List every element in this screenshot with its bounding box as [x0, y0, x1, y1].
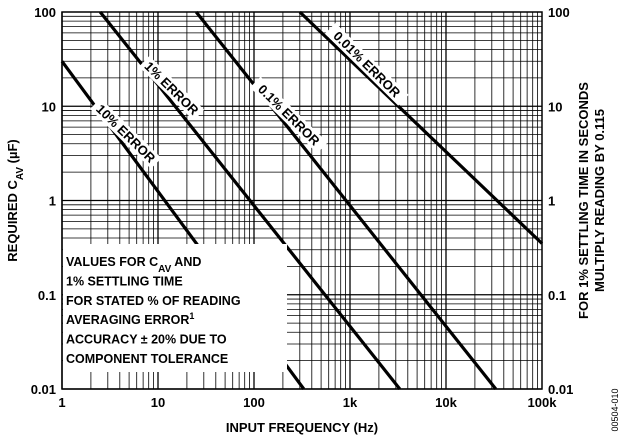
- y-axis-title-sub: AV: [15, 167, 26, 180]
- curve-label-text: 0.01% ERROR: [330, 28, 403, 100]
- y-tick-label: 0.01: [31, 382, 56, 397]
- y-axis-title-main: REQUIRED C: [5, 180, 20, 262]
- curve-label-text: 1% ERROR: [142, 59, 202, 119]
- annotation-text: AVERAGING ERROR: [66, 313, 189, 327]
- y2-axis-title-line-1: FOR 1% SETTLING TIME IN SECONDS: [576, 82, 591, 319]
- y-axis-title: REQUIRED CAV (µF): [5, 139, 26, 261]
- annotation-text: ACCURACY ± 20% DUE TO: [66, 333, 227, 347]
- y2-axis-title: FOR 1% SETTLING TIME IN SECONDS MULTIPLY…: [576, 82, 607, 319]
- curve-label-bg: [324, 23, 409, 106]
- annotation-text: 1% SETTLING TIME: [66, 274, 183, 288]
- annotation-text: VALUES FOR C: [66, 255, 158, 269]
- y2-tick-label: 1: [548, 194, 555, 209]
- x-tick-label: 10: [151, 395, 165, 410]
- annotation-line-2: 1% SETTLING TIME: [66, 274, 183, 288]
- y2-tick-label: 0.1: [548, 288, 566, 303]
- x-tick-labels: 1 10 100 1k 10k 100k: [58, 395, 557, 410]
- y-tick-labels: 100 10 1 0.1 0.01: [31, 5, 56, 397]
- series-line-0-1pct: [194, 11, 498, 390]
- y2-tick-label: 0.01: [548, 382, 573, 397]
- x-tick-label: 10k: [435, 395, 457, 410]
- annotation-box-bg: [63, 244, 287, 372]
- annotation-line-3: FOR STATED % OF READING: [66, 294, 241, 308]
- plot-frame: [61, 11, 543, 390]
- annotation-superscript: 1: [189, 311, 194, 321]
- curve-label-bg: [250, 76, 328, 154]
- annotation-text-after: AND: [171, 255, 201, 269]
- y-axis-title-unit: (µF): [5, 139, 20, 167]
- y-tick-label: 100: [34, 5, 56, 20]
- annotation-text: FOR STATED % OF READING: [66, 294, 241, 308]
- annotation-subscript: AV: [158, 264, 171, 275]
- annotation-line-6: COMPONENT TOLERANCE: [66, 352, 228, 366]
- x-tick-label: 100: [243, 395, 265, 410]
- x-axis-title: INPUT FREQUENCY (Hz): [226, 420, 378, 435]
- curve-label-bg: [138, 55, 205, 121]
- series-line-0-01pct: [298, 10, 544, 245]
- y-tick-label: 10: [42, 99, 56, 114]
- y2-tick-label: 100: [548, 5, 570, 20]
- y-tick-label: 1: [49, 194, 56, 209]
- y2-tick-labels: 100 10 1 0.1 0.01: [548, 5, 573, 397]
- figure-id: 00504-010: [610, 388, 620, 431]
- x-tick-label: 1k: [343, 395, 358, 410]
- annotation-line-4: AVERAGING ERROR1: [66, 311, 194, 327]
- annotation-line-5: ACCURACY ± 20% DUE TO: [66, 333, 227, 347]
- y-tick-label: 0.1: [38, 288, 56, 303]
- annotation-line-1: VALUES FOR CAV AND: [66, 255, 201, 275]
- curve-label-bg: [90, 98, 162, 169]
- x-tick-label: 1: [58, 395, 65, 410]
- y2-tick-label: 10: [548, 99, 562, 114]
- curve-label-10pct: 10% ERROR: [90, 98, 162, 169]
- annotation-text: COMPONENT TOLERANCE: [66, 352, 228, 366]
- x-tick-label: 100k: [528, 395, 558, 410]
- y2-axis-title-line-2: MULTIPLY READING BY 0.115: [592, 109, 607, 292]
